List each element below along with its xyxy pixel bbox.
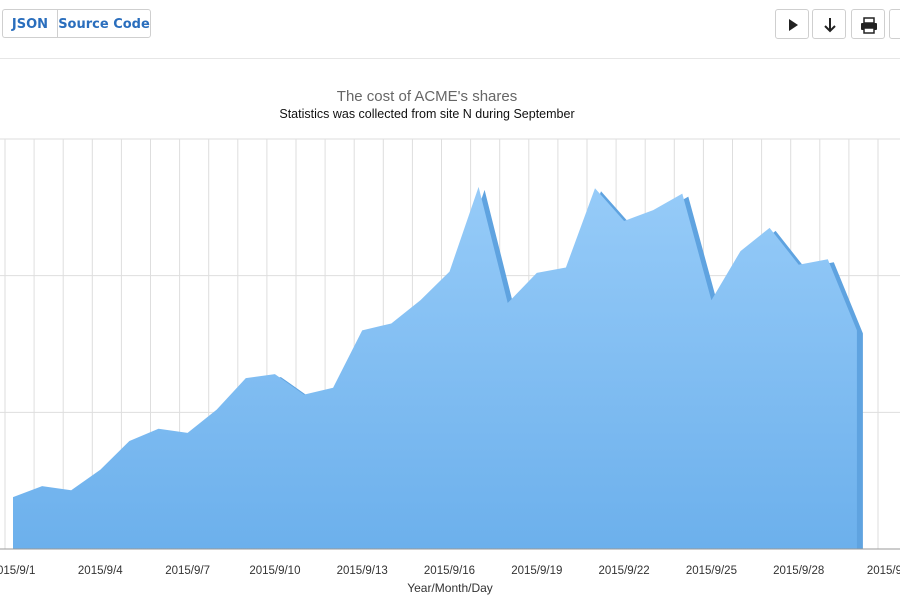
data-point[interactable] [157, 427, 161, 431]
data-point[interactable] [855, 328, 859, 332]
area-chart: The cost of ACME's shares Statistics was… [0, 88, 900, 595]
more-button[interactable] [889, 9, 900, 39]
chart-subtitle: Statistics was collected from site N dur… [279, 107, 574, 121]
data-point[interactable] [98, 468, 102, 472]
data-point[interactable] [215, 408, 219, 412]
data-point[interactable] [360, 328, 364, 332]
chart-title: The cost of ACME's shares [337, 88, 517, 105]
data-point[interactable] [418, 298, 422, 302]
x-tick-label: 2015/9/25 [686, 565, 737, 577]
data-point[interactable] [535, 271, 539, 275]
data-point[interactable] [651, 208, 655, 212]
data-point[interactable] [797, 263, 801, 267]
data-point[interactable] [506, 301, 510, 305]
toolbar: JSON Source Code [0, 0, 900, 59]
x-tick-label: 2015/9/22 [599, 565, 650, 577]
data-point[interactable] [564, 265, 568, 269]
x-tick-label: 2015/9/ [867, 565, 900, 577]
data-point[interactable] [709, 298, 713, 302]
data-point[interactable] [448, 270, 452, 274]
x-axis-ticks: 2015/9/1 2015/9/4 2015/9/7 2015/9/10 2015/9/… [0, 565, 900, 577]
x-tick-label: 2015/9/28 [773, 565, 824, 577]
more-icon [890, 10, 900, 40]
series-area [0, 185, 900, 550]
data-point[interactable] [40, 484, 44, 488]
play-icon [789, 19, 798, 31]
data-point[interactable] [739, 249, 743, 253]
x-tick-label: 2015/9/13 [337, 565, 388, 577]
data-point[interactable] [273, 372, 277, 376]
x-tick-label: 2015/9/7 [165, 565, 210, 577]
data-point[interactable] [331, 386, 335, 390]
data-point[interactable] [127, 439, 131, 443]
data-point[interactable] [477, 185, 481, 189]
download-button[interactable] [812, 9, 846, 39]
download-icon [824, 18, 836, 33]
x-tick-label: 2015/9/16 [424, 565, 475, 577]
data-point[interactable] [389, 322, 393, 326]
x-tick-label: 2015/9/4 [78, 565, 123, 577]
data-point[interactable] [69, 488, 73, 492]
run-button[interactable] [775, 9, 809, 39]
data-point[interactable] [186, 431, 190, 435]
data-point[interactable] [593, 186, 597, 190]
x-tick-label: 2015/9/19 [511, 565, 562, 577]
x-tick-label: 2015/9/1 [0, 565, 35, 577]
x-axis-title: Year/Month/Day [407, 581, 493, 595]
data-point[interactable] [622, 219, 626, 223]
area-fill [13, 186, 857, 549]
data-point[interactable] [11, 495, 15, 499]
source-code-tab[interactable]: Source Code [57, 9, 151, 38]
x-tick-label: 2015/9/10 [249, 565, 300, 577]
data-point[interactable] [826, 257, 830, 261]
data-point[interactable] [244, 376, 248, 380]
data-point[interactable] [768, 226, 772, 230]
data-point[interactable] [302, 393, 306, 397]
print-icon [861, 17, 877, 34]
print-button[interactable] [851, 9, 885, 39]
json-tab[interactable]: JSON [2, 9, 57, 38]
chart-container: The cost of ACME's shares Statistics was… [0, 59, 900, 600]
data-point[interactable] [680, 192, 684, 196]
